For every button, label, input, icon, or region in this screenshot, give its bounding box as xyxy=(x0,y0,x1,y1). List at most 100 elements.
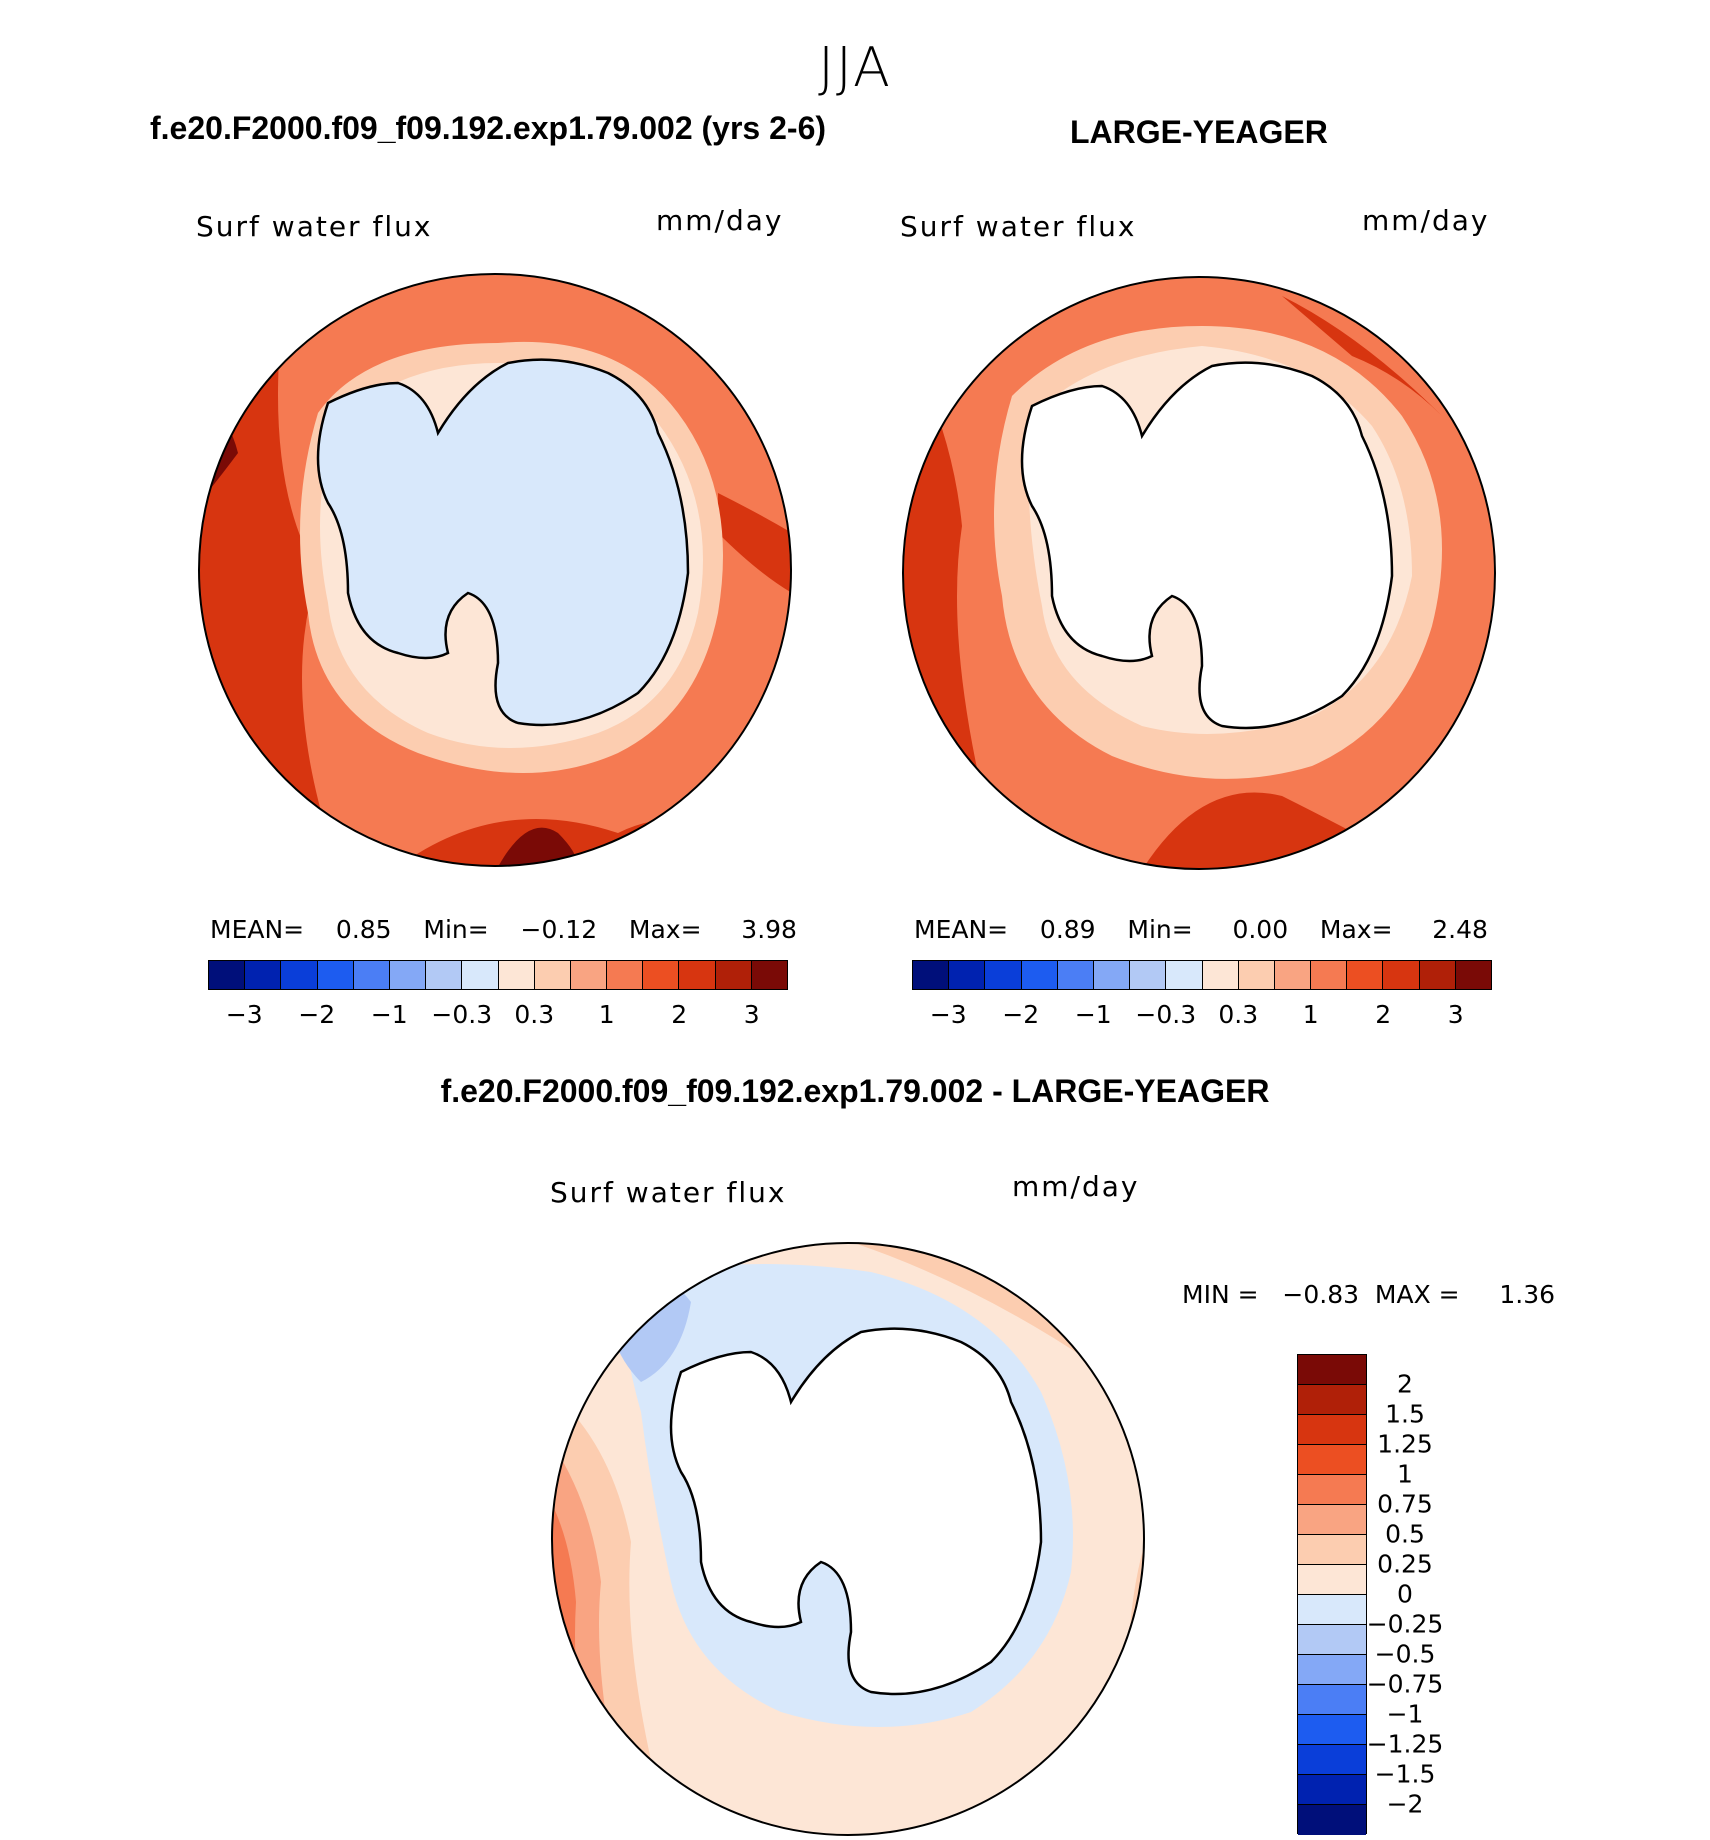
colorbar-swatch xyxy=(985,961,1022,989)
panel3-title: f.e20.F2000.f09_f09.192.exp1.79.002 - LA… xyxy=(440,1073,1270,1109)
colorbar-swatch xyxy=(1298,1415,1366,1445)
colorbar-swatch xyxy=(245,961,282,989)
colorbar-swatch xyxy=(1298,1805,1366,1835)
panel2-units: mm/day xyxy=(1362,204,1490,237)
panel1-mean-label: MEAN= xyxy=(210,915,305,944)
colorbar-tick-label: −0.5 xyxy=(1374,1639,1436,1669)
colorbar-swatch xyxy=(1298,1355,1366,1385)
colorbar-swatch xyxy=(1202,961,1239,989)
colorbar-tick-label: 1.25 xyxy=(1377,1429,1433,1459)
colorbar-tick-label: 0 xyxy=(1397,1579,1413,1609)
colorbar-swatch xyxy=(1057,961,1094,989)
panel2-mean-label: MEAN= xyxy=(914,915,1009,944)
colorbar-swatch xyxy=(679,961,716,989)
panel2-map xyxy=(902,276,1496,870)
panel2-mean: 0.89 xyxy=(1039,915,1096,944)
colorbar-swatch xyxy=(389,961,427,989)
colorbar-swatch xyxy=(715,961,752,989)
colorbar-swatch xyxy=(1298,1685,1366,1715)
colorbar-swatch xyxy=(949,961,986,989)
colorbar-swatch xyxy=(913,961,950,989)
colorbar-swatch xyxy=(1298,1625,1366,1655)
colorbar-swatch xyxy=(1093,961,1131,989)
panel3-units: mm/day xyxy=(1012,1170,1140,1203)
panel2-min-label: Min= xyxy=(1127,915,1193,944)
colorbar-tick-label: 1 xyxy=(598,1000,615,1029)
colorbar-swatch xyxy=(462,961,499,989)
panel3-variable: Surf water flux xyxy=(550,1176,787,1209)
panel3-colorbar xyxy=(1297,1354,1367,1835)
panel1-min: −0.12 xyxy=(520,915,598,944)
colorbar-swatch xyxy=(1311,961,1348,989)
panel1-variable: Surf water flux xyxy=(196,210,433,243)
panel2-stats: MEAN= 0.89 Min= 0.00 Max= 2.48 xyxy=(914,915,1488,944)
panel2-min: 0.00 xyxy=(1232,915,1289,944)
colorbar-swatch xyxy=(570,961,608,989)
colorbar-swatch xyxy=(1298,1715,1366,1745)
colorbar-swatch xyxy=(1298,1565,1366,1595)
colorbar-swatch xyxy=(426,961,463,989)
colorbar-swatch xyxy=(209,961,246,989)
colorbar-tick-label: −3 xyxy=(225,1000,263,1029)
colorbar-swatch xyxy=(1298,1535,1366,1565)
colorbar-swatch xyxy=(281,961,318,989)
colorbar-tick-label: 0.25 xyxy=(1377,1549,1433,1579)
panel1-mean: 0.85 xyxy=(335,915,392,944)
colorbar-swatch xyxy=(1298,1385,1366,1415)
colorbar-tick-label: −0.25 xyxy=(1366,1609,1444,1639)
panel2-max: 2.48 xyxy=(1432,915,1488,944)
panel1-colorbar xyxy=(208,960,788,990)
colorbar-swatch xyxy=(1130,961,1167,989)
colorbar-swatch xyxy=(1383,961,1420,989)
panel3-max: 1.36 xyxy=(1499,1280,1556,1309)
colorbar-tick-label: 1 xyxy=(1302,1000,1319,1029)
colorbar-tick-label: −2 xyxy=(1386,1789,1424,1819)
colorbar-swatch xyxy=(1298,1655,1366,1685)
colorbar-tick-label: 1 xyxy=(1397,1459,1413,1489)
colorbar-tick-label: 1.5 xyxy=(1385,1399,1425,1429)
colorbar-tick-label: −1 xyxy=(370,1000,408,1029)
colorbar-tick-label: 2 xyxy=(1397,1369,1413,1399)
colorbar-tick-label: −1.25 xyxy=(1366,1729,1444,1759)
colorbar-swatch xyxy=(607,961,644,989)
colorbar-tick-label: 3 xyxy=(743,1000,760,1029)
colorbar-tick-label: 2 xyxy=(1375,1000,1392,1029)
panel1-max: 3.98 xyxy=(741,915,797,944)
colorbar-swatch xyxy=(1166,961,1203,989)
season-title: JJA xyxy=(818,36,892,99)
colorbar-swatch xyxy=(1298,1445,1366,1475)
colorbar-swatch xyxy=(534,961,571,989)
colorbar-swatch xyxy=(751,961,787,989)
panel1-map xyxy=(198,273,792,867)
colorbar-swatch xyxy=(1298,1745,1366,1775)
colorbar-swatch xyxy=(1455,961,1491,989)
colorbar-tick-label: −0.75 xyxy=(1366,1669,1444,1699)
colorbar-tick-label: −0.3 xyxy=(1135,1000,1197,1029)
colorbar-tick-label: 0.3 xyxy=(1218,1000,1259,1029)
colorbar-tick-label: −2 xyxy=(298,1000,336,1029)
colorbar-swatch xyxy=(1021,961,1058,989)
panel3-map xyxy=(551,1242,1145,1836)
colorbar-tick-label: 0.3 xyxy=(514,1000,555,1029)
colorbar-tick-label: −0.3 xyxy=(431,1000,493,1029)
colorbar-tick-label: 0.5 xyxy=(1385,1519,1425,1549)
panel1-stats: MEAN= 0.85 Min= −0.12 Max= 3.98 xyxy=(210,915,797,944)
colorbar-swatch xyxy=(1298,1475,1366,1505)
colorbar-swatch xyxy=(498,961,535,989)
colorbar-tick-label: −2 xyxy=(1002,1000,1040,1029)
panel1-max-label: Max= xyxy=(628,915,702,944)
colorbar-swatch xyxy=(1238,961,1275,989)
panel1-title: f.e20.F2000.f09_f09.192.exp1.79.002 (yrs… xyxy=(150,110,827,146)
colorbar-tick-label: −1 xyxy=(1386,1699,1424,1729)
colorbar-swatch xyxy=(353,961,390,989)
panel3-max-label: MAX = xyxy=(1374,1280,1460,1309)
colorbar-tick-label: −1.5 xyxy=(1374,1759,1436,1789)
colorbar-swatch xyxy=(643,961,680,989)
colorbar-swatch xyxy=(317,961,354,989)
panel3-min: −0.83 xyxy=(1282,1280,1360,1309)
colorbar-tick-label: 0.75 xyxy=(1377,1489,1433,1519)
panel2-variable: Surf water flux xyxy=(900,210,1137,243)
panel3-min-label: MIN = xyxy=(1182,1280,1259,1309)
panel2-max-label: Max= xyxy=(1319,915,1393,944)
colorbar-tick-label: −1 xyxy=(1074,1000,1112,1029)
